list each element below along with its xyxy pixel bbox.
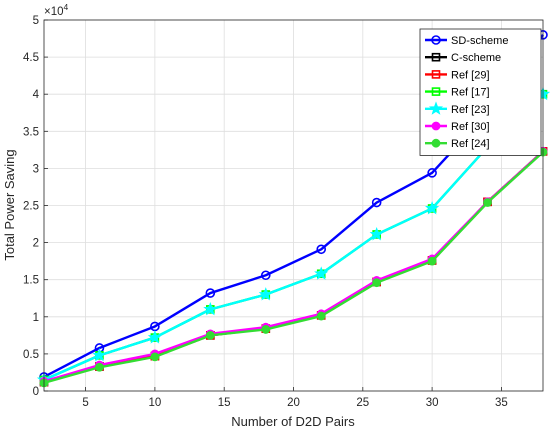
data-point (369, 227, 384, 241)
data-point (425, 201, 440, 215)
x-axis-label: Number of D2D Pairs (231, 414, 355, 429)
legend-item: C-scheme (425, 52, 501, 64)
legend-label: Ref [30] (451, 121, 490, 133)
legend-label: Ref [23] (451, 104, 490, 116)
data-point (314, 266, 329, 280)
x-tick-label: 35 (495, 397, 508, 409)
x-tick-label: 30 (426, 397, 439, 409)
y-tick-label: 1.5 (23, 275, 39, 287)
x-tick-labels: 5 10 15 20 25 30 35 (82, 397, 507, 409)
legend-item: Ref [29] (425, 69, 490, 81)
legend-label: SD-scheme (451, 35, 508, 47)
series-line (43, 93, 544, 381)
legend-label: Ref [17] (451, 87, 490, 99)
y-tick-label: 0 (33, 386, 39, 398)
x-tick-label: 20 (287, 397, 300, 409)
legend-marker (431, 52, 441, 62)
legend-marker (431, 121, 441, 131)
legend-marker (431, 138, 441, 148)
y-axis-label: Total Power Saving (2, 149, 17, 260)
y-tick-labels: 0 0.5 1 1.5 2 2.5 3 3.5 4 4.5 5 (23, 15, 40, 398)
y-axis-exponent-power: 4 (64, 2, 69, 12)
legend-item: Ref [17] (425, 87, 490, 99)
y-tick-label: 2.5 (23, 201, 39, 213)
data-point (316, 311, 326, 321)
data-point (427, 168, 437, 178)
x-tick-label: 15 (218, 397, 231, 409)
legend-marker (431, 70, 441, 79)
legend-marker (431, 35, 441, 45)
data-point (427, 256, 437, 266)
legend-marker (431, 87, 441, 96)
legend-item: Ref [24] (425, 138, 490, 150)
legend-label: C-scheme (451, 52, 501, 64)
x-tick-label: 5 (82, 397, 88, 409)
data-point (483, 198, 492, 207)
plot-frame (43, 19, 544, 392)
y-tick-label: 4.5 (23, 52, 39, 64)
data-point (258, 287, 273, 301)
y-axis-exponent: ×104 (44, 2, 69, 18)
data-point (205, 288, 216, 298)
y-tick-label: 2 (33, 238, 39, 250)
data-point (372, 278, 382, 288)
y-tick-label: 5 (33, 15, 39, 27)
data-point (260, 270, 271, 281)
series-line (43, 151, 544, 384)
legend-marker (428, 101, 444, 115)
x-tick-label: 10 (148, 397, 161, 409)
y-tick-label: 0.5 (23, 349, 39, 361)
data-point (95, 362, 104, 372)
series-layer (36, 30, 550, 388)
data-point (203, 301, 218, 316)
data-point (205, 330, 215, 340)
legend-label: Ref [29] (451, 69, 490, 81)
data-point (316, 244, 327, 255)
data-point (371, 197, 382, 208)
legend-item: Ref [23] (425, 101, 490, 116)
legend-item: Ref [30] (425, 121, 490, 133)
legend-label: Ref [24] (451, 138, 490, 150)
data-point (147, 330, 162, 344)
legend-item: SD-scheme (425, 35, 508, 47)
legend: SD-scheme C-scheme Ref [29] Ref [17] Ref [23… (419, 28, 542, 156)
y-tick-label: 1 (33, 312, 39, 324)
x-tick-label: 25 (356, 397, 369, 409)
y-tick-label: 3 (33, 163, 39, 175)
data-point (261, 325, 271, 334)
y-tick-label: 4 (33, 89, 40, 101)
data-point (150, 352, 160, 362)
data-point (92, 347, 107, 362)
y-tick-label: 3.5 (23, 126, 39, 138)
